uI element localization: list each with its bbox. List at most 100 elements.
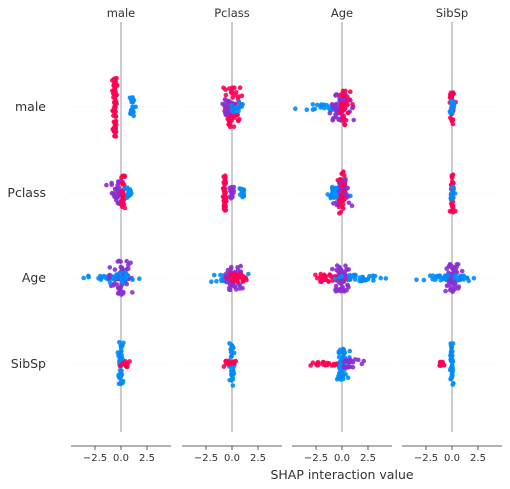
point [225, 360, 230, 365]
point [308, 363, 313, 368]
x-axis-label: SHAP interaction value [270, 467, 413, 482]
x-tick-label: 0.0 [444, 453, 460, 464]
point [123, 276, 129, 282]
point [449, 263, 454, 268]
point [450, 364, 455, 369]
x-tick-label: 2.5 [470, 453, 486, 464]
point [336, 349, 342, 355]
x-axis-SibSp: −2.5 0.0 2.5 [402, 445, 502, 464]
point [332, 276, 338, 281]
point [121, 340, 126, 346]
point [414, 277, 419, 283]
point [338, 177, 344, 183]
point [231, 124, 237, 129]
point [339, 274, 345, 279]
point [448, 349, 454, 355]
point [223, 92, 229, 98]
point [229, 103, 234, 109]
point [349, 203, 355, 208]
point [346, 277, 352, 283]
point [116, 185, 121, 191]
column-titles: male Pclass Age SibSp [107, 6, 468, 20]
point [230, 376, 236, 382]
point [235, 118, 241, 123]
point [122, 205, 128, 211]
point [229, 264, 234, 270]
point [120, 173, 125, 179]
point [120, 291, 126, 296]
point [346, 267, 352, 272]
point [115, 259, 121, 264]
row-label-SibSp: SibSp [11, 356, 46, 371]
point [111, 119, 117, 125]
point [359, 361, 365, 367]
point [449, 192, 455, 197]
column-title-Age: Age [331, 6, 353, 20]
point [321, 360, 326, 366]
point [229, 277, 234, 283]
point [221, 85, 226, 91]
point [449, 110, 455, 116]
point [223, 97, 229, 103]
point [363, 278, 368, 283]
x-tick-label: 0.0 [224, 453, 240, 464]
point [343, 372, 348, 377]
point [326, 361, 332, 367]
cell-SibSp-SibSp [437, 341, 456, 387]
point [233, 287, 239, 292]
point [343, 263, 348, 269]
point [231, 368, 236, 374]
row-label-male: male [15, 99, 46, 114]
point [221, 188, 227, 194]
point [333, 92, 339, 98]
point [321, 102, 327, 108]
point [342, 97, 348, 103]
point [236, 273, 241, 279]
x-tick-label: −2.5 [83, 453, 107, 464]
point [221, 198, 226, 203]
point [347, 348, 353, 354]
cell-Age-Pclass [209, 263, 251, 293]
x-tick-label: 2.5 [360, 453, 376, 464]
point [113, 195, 119, 201]
x-tick-label: 0.0 [334, 453, 350, 464]
point [450, 195, 456, 201]
point [104, 182, 109, 188]
point [451, 380, 456, 386]
point [331, 361, 336, 367]
point [293, 106, 298, 111]
point [333, 283, 339, 289]
point [333, 114, 339, 120]
point [313, 272, 318, 278]
point [459, 268, 465, 274]
point [129, 98, 135, 104]
point [341, 108, 346, 113]
point [435, 274, 441, 280]
column-title-SibSp: SibSp [436, 6, 468, 20]
point [337, 266, 343, 272]
point [209, 279, 214, 285]
row-label-Age: Age [22, 270, 46, 285]
point [120, 280, 125, 286]
point [449, 353, 455, 359]
point [124, 258, 129, 264]
point [346, 98, 351, 103]
point [351, 117, 357, 123]
point [316, 362, 322, 367]
point [421, 277, 427, 283]
point [449, 102, 455, 108]
point [330, 266, 335, 272]
point [383, 276, 389, 281]
point [347, 272, 353, 278]
point [119, 368, 124, 373]
point [338, 209, 344, 215]
cell-Pclass-male [104, 173, 134, 211]
point [451, 185, 456, 190]
x-tick-label: 2.5 [139, 453, 155, 464]
point [450, 359, 456, 365]
point [230, 85, 235, 91]
point [224, 279, 229, 285]
point [233, 93, 238, 98]
cell-Pclass-SibSp [447, 172, 458, 215]
